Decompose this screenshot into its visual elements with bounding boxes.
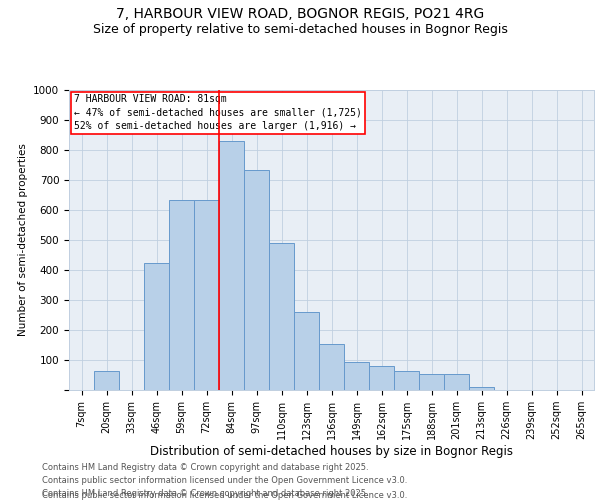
Bar [419, 374, 444, 390]
Bar [269, 243, 294, 390]
Text: Contains HM Land Registry data © Crown copyright and database right 2025.
Contai: Contains HM Land Registry data © Crown c… [42, 464, 407, 485]
Bar [319, 344, 344, 390]
Bar [294, 312, 319, 390]
Bar [444, 374, 469, 390]
Y-axis label: Number of semi-detached properties: Number of semi-detached properties [17, 144, 28, 336]
Bar [169, 200, 194, 390]
Bar [369, 366, 394, 390]
Bar [219, 141, 244, 390]
Bar [144, 262, 169, 390]
Bar [244, 170, 269, 390]
X-axis label: Distribution of semi-detached houses by size in Bognor Regis: Distribution of semi-detached houses by … [150, 445, 513, 458]
Text: Size of property relative to semi-detached houses in Bognor Regis: Size of property relative to semi-detach… [92, 22, 508, 36]
Bar [469, 387, 494, 390]
Bar [94, 370, 119, 390]
Bar [394, 370, 419, 390]
Bar [344, 362, 369, 390]
Text: 7 HARBOUR VIEW ROAD: 81sqm
← 47% of semi-detached houses are smaller (1,725)
52%: 7 HARBOUR VIEW ROAD: 81sqm ← 47% of semi… [74, 94, 362, 131]
Text: Contains public sector information licensed under the Open Government Licence v3: Contains public sector information licen… [42, 491, 407, 500]
Text: 7, HARBOUR VIEW ROAD, BOGNOR REGIS, PO21 4RG: 7, HARBOUR VIEW ROAD, BOGNOR REGIS, PO21… [116, 8, 484, 22]
Text: Contains HM Land Registry data © Crown copyright and database right 2025.: Contains HM Land Registry data © Crown c… [42, 488, 368, 498]
Bar [194, 200, 219, 390]
